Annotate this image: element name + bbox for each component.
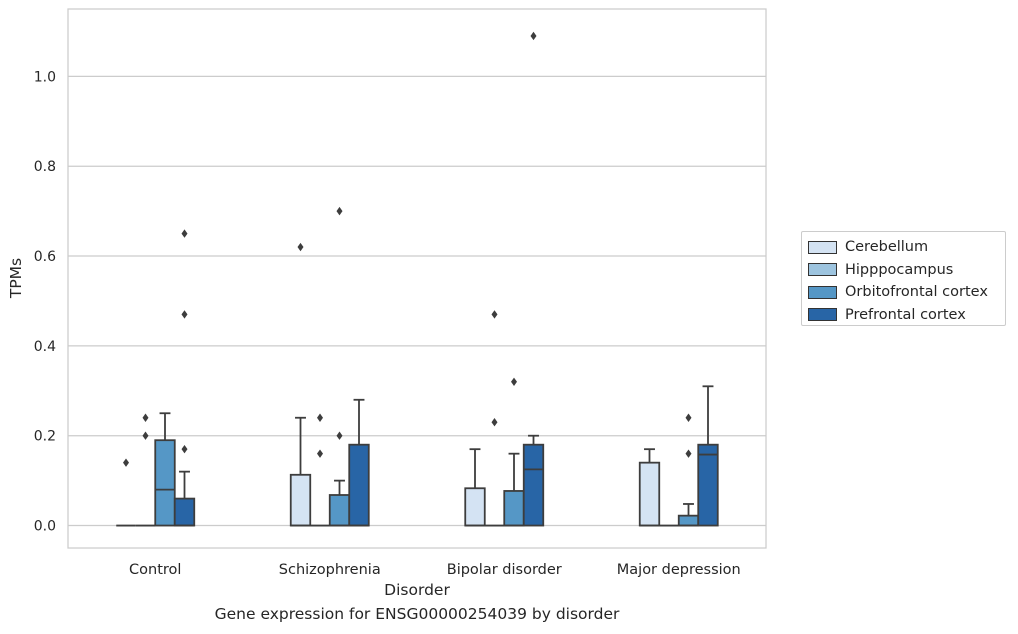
box-group <box>154 412 176 527</box>
outlier-point <box>530 31 537 41</box>
box <box>328 494 351 527</box>
outlier-point <box>317 413 323 422</box>
outlier-point <box>491 418 498 427</box>
box <box>638 461 661 527</box>
box <box>503 490 525 527</box>
box <box>697 443 719 527</box>
box-group <box>677 413 700 527</box>
x-tick-label: Major depression <box>617 562 741 578</box>
y-tick-label: 0.6 <box>34 249 56 265</box>
box-group <box>503 377 525 527</box>
legend-item: Hipppocampus <box>808 259 1005 282</box>
box-group <box>638 448 661 527</box>
x-tick-label: Bipolar disorder <box>447 562 562 578</box>
outlier-point <box>123 458 129 467</box>
y-tick-label: 0.4 <box>34 339 56 355</box>
legend-label: Cerebellum <box>845 239 929 256</box>
box <box>173 497 196 527</box>
box <box>464 487 486 527</box>
outlier-point <box>181 229 188 238</box>
outlier-point <box>336 431 343 440</box>
outlier-point <box>685 449 692 458</box>
box-group <box>484 310 505 527</box>
y-tick-label: 0.0 <box>34 519 56 535</box>
plot-frame <box>67 8 767 549</box>
box <box>154 439 176 527</box>
outlier-point <box>181 310 188 319</box>
box-group <box>135 413 156 527</box>
box-group <box>522 31 545 527</box>
legend-item: Orbitofrontal cortex <box>808 281 1005 304</box>
outlier-point <box>181 444 188 454</box>
y-axis-label: TPMs <box>7 258 25 299</box>
box-group <box>464 448 486 527</box>
y-tick-label: 0.2 <box>34 429 56 445</box>
legend-label: Orbitofrontal cortex <box>845 284 988 301</box>
x-axis-label: Disorder <box>384 581 450 599</box>
x-axis-ticks: Control Schizophrenia Bipolar disorder Majo… <box>129 562 741 578</box>
legend-swatch <box>808 240 837 254</box>
x-tick-label: Control <box>129 562 181 578</box>
legend-item: Prefrontal cortex <box>808 304 1005 327</box>
outlier-point <box>685 413 692 422</box>
x-tick-label: Schizophrenia <box>279 562 381 578</box>
box-group <box>348 398 370 527</box>
box-group <box>697 385 719 527</box>
box <box>522 443 545 527</box>
box-plot-area <box>116 31 719 527</box>
y-axis-ticks: 0.0 0.2 0.4 0.6 0.8 1.0 <box>34 69 56 534</box>
legend-swatch <box>808 263 837 277</box>
box-group <box>173 229 196 527</box>
box <box>677 514 700 527</box>
outlier-point <box>317 449 323 458</box>
figure-caption: Gene expression for ENSG00000254039 by d… <box>214 605 620 623</box>
legend-item: Cerebellum <box>808 236 1005 259</box>
box <box>348 443 370 527</box>
outlier-point <box>297 242 304 252</box>
outlier-point <box>511 377 517 387</box>
box-group <box>310 413 330 527</box>
legend-label: Hipppocampus <box>845 261 954 278</box>
y-tick-label: 1.0 <box>34 69 56 85</box>
outlier-point <box>142 413 149 422</box>
box <box>289 473 312 527</box>
outlier-point <box>336 206 343 216</box>
legend-label: Prefrontal cortex <box>845 306 966 323</box>
box-group <box>328 206 351 527</box>
outlier-point <box>491 310 498 319</box>
box-group <box>116 458 136 527</box>
outlier-point <box>142 431 149 440</box>
legend-swatch <box>808 285 837 299</box>
legend-swatch <box>808 308 837 322</box>
legend: Cerebellum Hipppocampus Orbitofrontal cort… <box>801 231 1006 326</box>
y-tick-label: 0.8 <box>34 159 56 175</box>
box-group <box>289 242 312 527</box>
